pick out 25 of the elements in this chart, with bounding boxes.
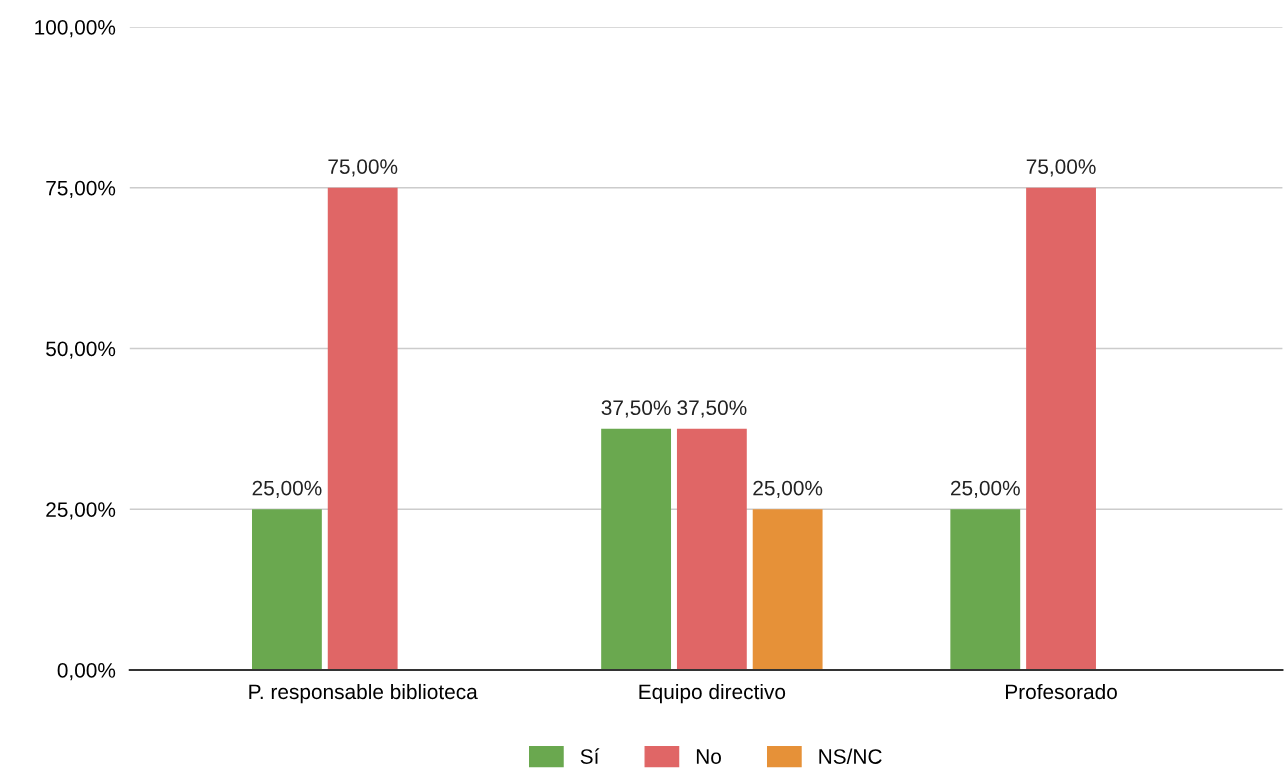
bar [327,187,398,670]
data-label: 25,00% [951,480,1020,498]
legend-label: No [696,749,721,764]
x-tick-label: P. responsable biblioteca [249,683,478,704]
y-tick-label: 100,00% [35,19,116,38]
bar [752,509,823,670]
legend-label: Sí [580,748,600,764]
data-label: 75,00% [1026,159,1096,177]
bar [676,428,747,670]
x-tick-label: Profesorado [1006,683,1117,700]
bar [601,428,672,670]
data-label: 25,00% [753,480,823,498]
y-tick-label: 25,00% [46,502,116,520]
legend-label: NS/NC [819,748,882,764]
y-tick-label: 75,00% [46,180,116,198]
bar [950,509,1021,670]
x-tick-label: Equipo directivo [639,683,786,704]
data-label: 37,50% [601,400,671,418]
bar [252,509,322,670]
y-tick-label: 0,00% [57,663,116,681]
bar [1026,187,1096,670]
data-label: 75,00% [328,159,398,177]
data-label: 37,50% [677,400,747,418]
y-tick-label: 50,00% [46,341,116,359]
data-label: 25,00% [252,480,322,498]
